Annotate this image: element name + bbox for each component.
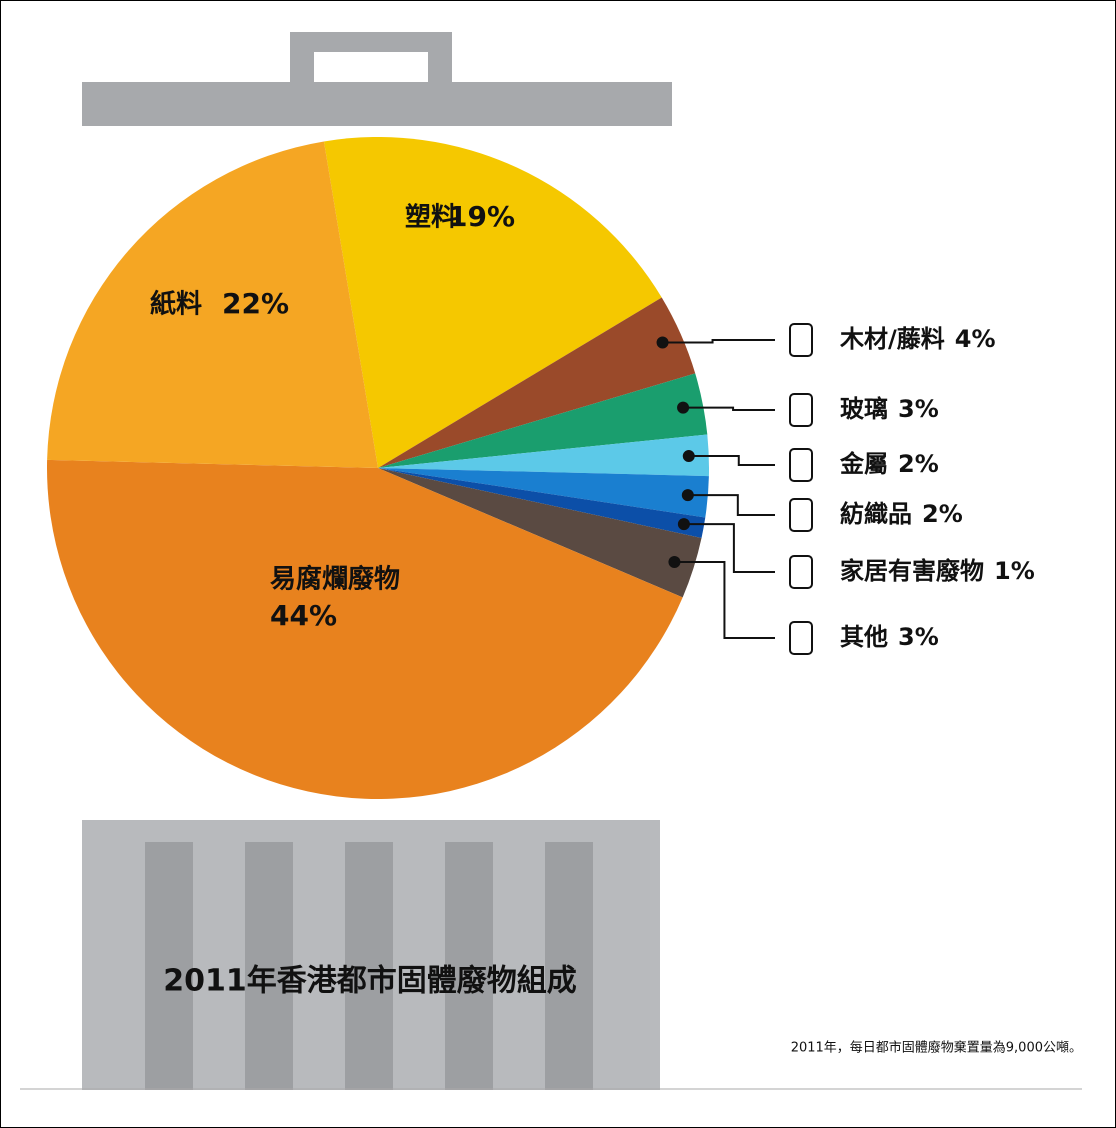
pie-slice bbox=[323, 137, 662, 468]
icon bbox=[789, 448, 813, 482]
leader-dot bbox=[656, 336, 669, 349]
value-label: 22% bbox=[222, 287, 289, 320]
leader-dot bbox=[677, 401, 690, 414]
leader-line bbox=[688, 455, 775, 466]
leader-line bbox=[662, 339, 775, 344]
value-label: 44% bbox=[270, 599, 337, 632]
slice-label: 木材/藤料 4% bbox=[839, 325, 996, 353]
value-label: 1% bbox=[994, 557, 1035, 585]
slice-label: 其他 3% bbox=[840, 623, 939, 651]
pie-slice bbox=[378, 468, 706, 538]
category-name: 其他 bbox=[840, 623, 888, 651]
icon bbox=[789, 498, 813, 532]
value-label: 4% bbox=[955, 325, 996, 353]
leader-dot bbox=[668, 556, 681, 569]
value-label: 19% bbox=[448, 200, 515, 233]
value-label: 2% bbox=[922, 500, 963, 528]
leader-line bbox=[687, 494, 775, 516]
icon bbox=[789, 393, 813, 427]
leader-line bbox=[683, 406, 775, 411]
slice-label: 金屬 2% bbox=[839, 450, 939, 478]
leader-line bbox=[674, 561, 775, 639]
category-name: 家居有害廢物 bbox=[840, 557, 984, 585]
slice-label: 紙料 bbox=[150, 289, 202, 320]
slice-label: 易腐爛廢物 bbox=[270, 564, 400, 595]
value-label: 3% bbox=[898, 623, 939, 651]
leader-dot bbox=[681, 489, 694, 502]
pie-slice bbox=[378, 468, 702, 598]
chart-title: 2011年香港都市固體廢物組成 bbox=[163, 964, 577, 999]
category-name: 金屬 bbox=[839, 450, 888, 478]
category-name: 紡織品 bbox=[840, 500, 912, 528]
icon bbox=[789, 323, 813, 357]
leader-dot bbox=[677, 518, 690, 531]
trash-can bbox=[20, 32, 1082, 1090]
value-label: 2% bbox=[898, 450, 939, 478]
slice-label: 紡織品 2% bbox=[840, 500, 963, 528]
icon bbox=[789, 555, 813, 589]
pie-slice bbox=[378, 373, 708, 468]
pie-slice bbox=[378, 297, 696, 468]
icon bbox=[789, 621, 813, 655]
slice-label: 玻璃 3% bbox=[840, 395, 939, 423]
slice-label: 塑料 bbox=[405, 203, 457, 233]
value-label: 3% bbox=[898, 395, 939, 423]
note: 2011年，每日都市固體廢物棄置量為9,000公噸。 bbox=[791, 1040, 1082, 1056]
pie-slice bbox=[47, 141, 378, 468]
category-name: 木材/藤料 bbox=[839, 325, 945, 353]
leader-line bbox=[683, 523, 775, 573]
pie-slice bbox=[46, 459, 683, 799]
leader-dot bbox=[682, 450, 695, 463]
pie-slice bbox=[378, 468, 709, 518]
category-name: 玻璃 bbox=[840, 395, 888, 423]
slice-label: 家居有害廢物 1% bbox=[840, 557, 1035, 585]
pie-slice bbox=[378, 434, 709, 477]
